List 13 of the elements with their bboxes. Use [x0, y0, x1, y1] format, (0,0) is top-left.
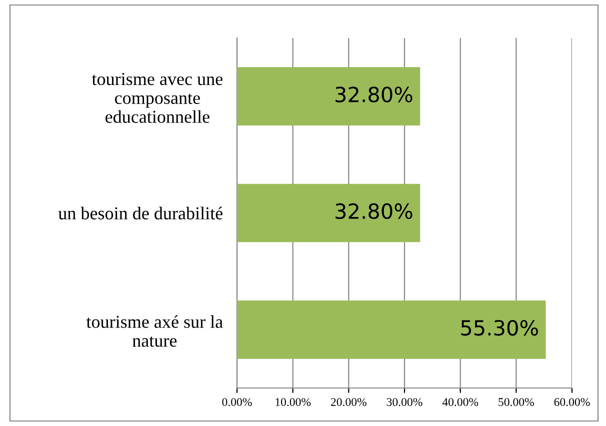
- data-label: 55.30%: [461, 320, 538, 336]
- x-tick-label: 0.00%: [222, 398, 252, 406]
- x-tick-label: 50.00%: [498, 398, 534, 406]
- x-tick-label: 30.00%: [386, 398, 422, 406]
- y-tick-label: un besoin de durabilité: [58, 206, 222, 220]
- x-tick-label: 10.00%: [276, 398, 311, 406]
- data-label: 32.80%: [336, 86, 412, 102]
- y-tick-label: tourisme avec une composante educationnelle: [92, 73, 222, 123]
- x-tick-label: 20.00%: [330, 398, 366, 406]
- x-tick-label: 40.00%: [442, 398, 478, 406]
- x-tick-label: 60.00%: [554, 398, 590, 406]
- data-label: 32.80%: [336, 203, 412, 220]
- y-tick-label: tourisme axé sur la nature: [86, 315, 223, 347]
